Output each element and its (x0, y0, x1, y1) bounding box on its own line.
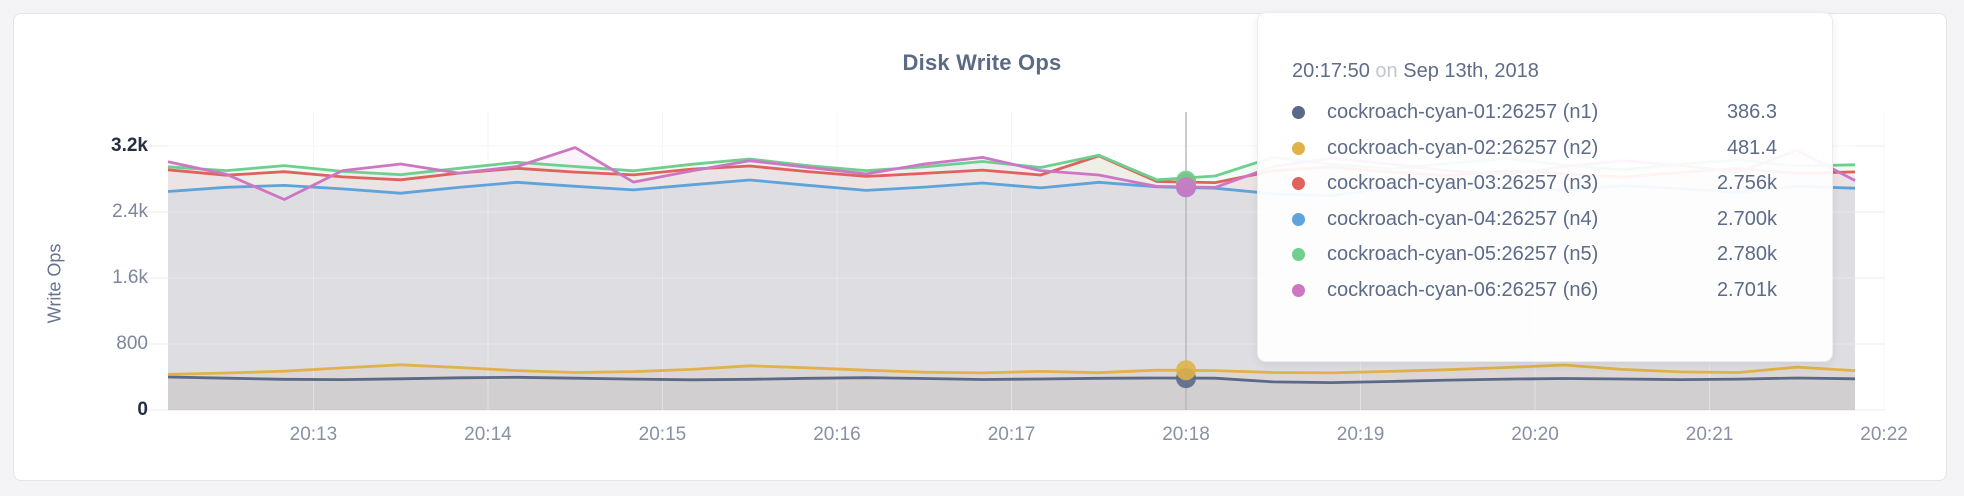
tooltip-row: cockroach-cyan-03:26257 (n3) 2.756k (1292, 166, 1777, 202)
tooltip-series-name: cockroach-cyan-02:26257 (n2) (1327, 136, 1599, 159)
y-tick-label: 0 (137, 399, 148, 420)
tooltip-series-name: cockroach-cyan-01:26257 (n1) (1327, 101, 1599, 124)
x-tick-label: 20:18 (1162, 424, 1210, 445)
x-tick-label: 20:16 (813, 424, 861, 445)
tooltip-series-value: 481.4 (1726, 136, 1777, 159)
y-tick-label: 1.6k (112, 267, 148, 288)
series-color-dot-icon (1292, 283, 1305, 297)
tooltip-row: cockroach-cyan-05:26257 (n5) 2.780k (1292, 237, 1777, 273)
tooltip-conjunction: on (1375, 60, 1398, 82)
hover-dot (1176, 177, 1197, 198)
tooltip-row: cockroach-cyan-04:26257 (n4) 2.700k (1292, 202, 1777, 238)
y-tick-label: 2.4k (112, 201, 148, 222)
chart-title: Disk Write Ops (902, 50, 1062, 75)
tooltip-row: cockroach-cyan-02:26257 (n2) 481.4 (1292, 131, 1777, 167)
x-tick-label: 20:14 (464, 424, 512, 445)
tooltip-series-value: 2.701k (1716, 278, 1777, 301)
y-tick-label: 800 (116, 333, 148, 354)
tooltip-header: 20:17:50 on Sep 13th, 2018 (1292, 57, 1777, 85)
x-tick-label: 20:15 (638, 424, 687, 445)
tooltip-row: cockroach-cyan-01:26257 (n1) 386.3 (1292, 95, 1777, 131)
x-tick-label: 20:13 (289, 424, 338, 445)
y-tick-label: 3.2k (111, 135, 148, 156)
tooltip-time: 20:17:50 (1292, 60, 1370, 82)
tooltip-series-value: 2.780k (1716, 243, 1777, 266)
x-tick-label: 20:19 (1336, 424, 1385, 445)
tooltip-series-name: cockroach-cyan-03:26257 (n3) (1327, 172, 1599, 195)
x-tick-label: 20:21 (1685, 424, 1734, 445)
tooltip-rows: cockroach-cyan-01:26257 (n1) 386.3 cockroa… (1292, 95, 1777, 308)
x-tick-label: 20:20 (1511, 424, 1559, 445)
series-color-dot-icon (1292, 248, 1305, 262)
series-color-dot-icon (1292, 177, 1305, 191)
tooltip-row: cockroach-cyan-06:26257 (n6) 2.701k (1292, 273, 1777, 309)
tooltip-date: Sep 13th, 2018 (1403, 60, 1539, 82)
tooltip-series-name: cockroach-cyan-06:26257 (n6) (1327, 278, 1599, 301)
series-color-dot-icon (1292, 212, 1305, 226)
tooltip-series-name: cockroach-cyan-05:26257 (n5) (1327, 243, 1599, 266)
hover-dot (1176, 360, 1197, 381)
x-tick-label: 20:22 (1860, 424, 1908, 445)
tooltip-series-name: cockroach-cyan-04:26257 (n4) (1327, 207, 1599, 230)
tooltip-series-value: 2.756k (1716, 172, 1777, 195)
x-tick-label: 20:17 (987, 424, 1036, 445)
series-color-dot-icon (1292, 141, 1305, 155)
tooltip-series-value: 2.700k (1716, 207, 1777, 230)
tooltip-series-value: 386.3 (1726, 101, 1777, 124)
hover-dots (1176, 170, 1197, 389)
series-color-dot-icon (1292, 106, 1305, 120)
hover-tooltip: 20:17:50 on Sep 13th, 2018 cockroach-cya… (1257, 12, 1833, 362)
